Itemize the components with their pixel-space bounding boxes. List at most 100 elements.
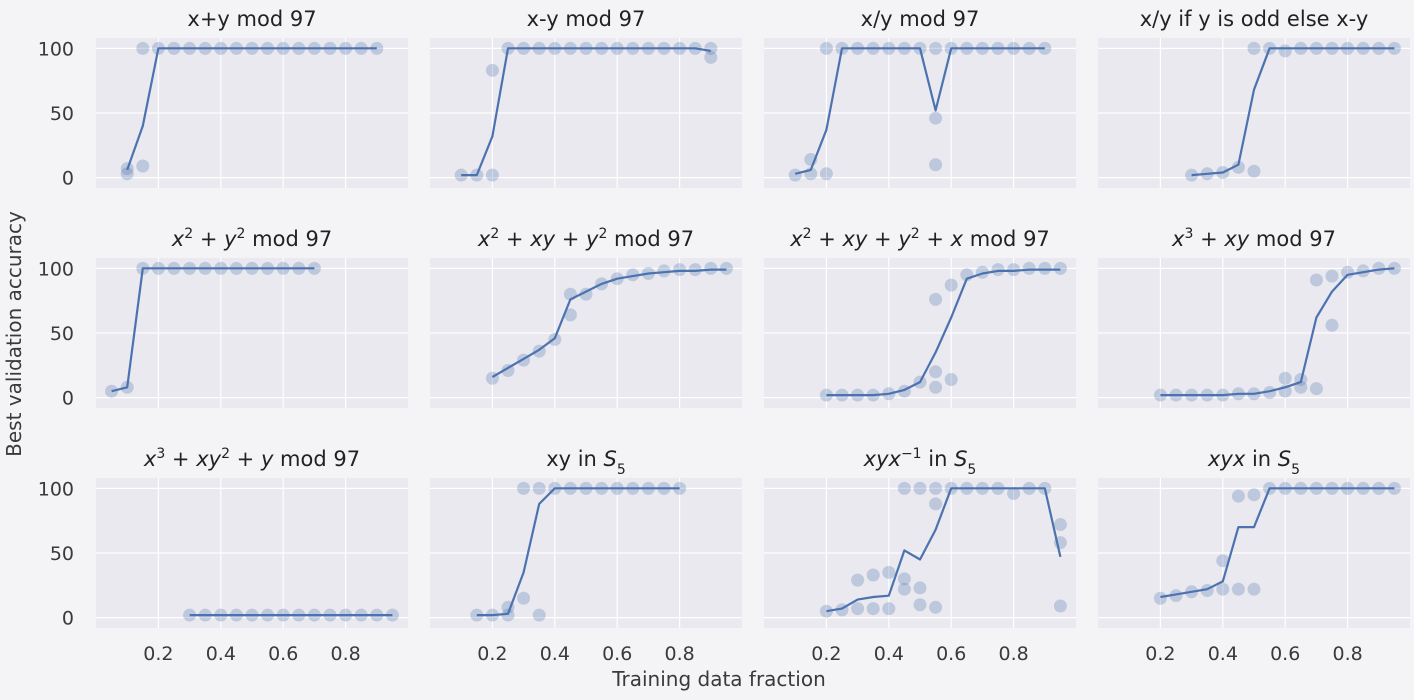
title-segment: 2 — [221, 446, 230, 462]
data-point — [851, 573, 865, 587]
data-point — [897, 582, 911, 596]
subplot-title: x2 + xy + y2 + x mod 97 — [789, 226, 1050, 251]
subplot-12: xyx in S5 0.2 0.4 0.6 0.8 — [1098, 447, 1410, 665]
data-point — [532, 608, 546, 622]
data-point — [929, 380, 943, 394]
x-tick-label: 0.8 — [1332, 643, 1362, 665]
data-point — [517, 591, 531, 605]
y-tick-label: 50 — [50, 103, 74, 125]
title-segment: xy in — [546, 447, 603, 471]
x-tick-label: 0.8 — [664, 643, 694, 665]
title-segment: x — [477, 227, 491, 251]
data-point — [1247, 582, 1261, 596]
y-tick-label: 100 — [38, 258, 74, 280]
title-segment: 3 — [156, 446, 165, 462]
title-segment: x+y mod 97 — [187, 7, 316, 31]
subplot-title: x3 + xy2 + y mod 97 — [143, 446, 360, 471]
title-segment: xy — [195, 447, 221, 471]
title-segment: mod 97 — [245, 227, 332, 251]
x-tick-label: 0.6 — [1270, 643, 1300, 665]
data-point — [1356, 264, 1370, 278]
mean-line — [1191, 47, 1395, 177]
mean-line — [1160, 487, 1395, 599]
data-point — [1309, 273, 1323, 287]
data-point — [866, 602, 880, 616]
subplot-title: xy in S5 — [546, 447, 626, 478]
subplot-2: x-y mod 97 — [430, 7, 742, 188]
x-tick-label: 0.4 — [1208, 643, 1238, 665]
x-tick-label: 0.4 — [206, 643, 236, 665]
data-point — [626, 268, 640, 282]
title-segment: + — [812, 227, 843, 251]
data-point — [1278, 44, 1292, 58]
data-point — [485, 63, 499, 77]
mean-line — [1160, 267, 1395, 397]
x-tick-label: 0.8 — [330, 643, 360, 665]
title-segment: + — [867, 227, 898, 251]
y-tick-label: 0 — [62, 388, 74, 410]
data-point — [1053, 261, 1067, 275]
title-segment: + — [165, 447, 196, 471]
title-segment: −1 — [901, 446, 922, 462]
x-tick-label: 0.2 — [811, 643, 841, 665]
x-tick-label: 0.4 — [874, 643, 904, 665]
title-segment: y — [897, 227, 911, 251]
subplot-7: x2 + xy + y2 + x mod 97 — [764, 226, 1076, 408]
subplot-title: x3 + xy mod 97 — [1171, 226, 1336, 251]
data-point — [929, 497, 943, 511]
data-point — [1247, 488, 1261, 502]
title-segment: x/y mod 97 — [861, 7, 980, 31]
title-segment: 2 — [803, 226, 812, 242]
data-point — [704, 41, 718, 55]
mean-line — [476, 487, 680, 617]
data-point — [929, 600, 943, 614]
subplot-title: x-y mod 97 — [527, 7, 646, 31]
data-point — [913, 581, 927, 595]
subplot-title: x/y if y is odd else x-y — [1140, 7, 1369, 31]
data-point — [657, 264, 671, 278]
data-point — [929, 481, 943, 495]
data-point — [1231, 160, 1245, 174]
subplot-9: x3 + xy2 + y mod 97 0 50 100 0.2 0.4 0.6 0.8 — [38, 446, 408, 665]
title-segment: x/y if y is odd else x-y — [1140, 7, 1369, 31]
data-point — [929, 158, 943, 172]
title-segment: x — [950, 227, 964, 251]
data-point — [501, 608, 515, 622]
data-point — [819, 41, 833, 55]
title-segment: xy — [842, 227, 868, 251]
subplot-title: x2 + xy + y2 mod 97 — [477, 226, 694, 251]
data-point — [1231, 489, 1245, 503]
title-segment: S — [1278, 447, 1291, 471]
title-segment: 2 — [490, 226, 499, 242]
data-point — [851, 602, 865, 616]
subplot-8: x3 + xy mod 97 — [1098, 226, 1410, 408]
data-point — [1341, 265, 1355, 279]
data-point — [1325, 269, 1339, 283]
title-segment: + — [1193, 227, 1224, 251]
data-point — [532, 481, 546, 495]
y-tick-label: 0 — [62, 168, 74, 190]
x-tick-label: 0.2 — [1145, 643, 1175, 665]
subplot-3: x/y mod 97 — [764, 7, 1076, 188]
data-point — [1053, 518, 1067, 532]
title-segment: xyx — [1207, 447, 1246, 471]
title-segment: S — [954, 447, 967, 471]
title-segment: xy — [529, 227, 555, 251]
title-segment: 2 — [911, 226, 920, 242]
title-segment: y — [585, 227, 599, 251]
x-tick-label: 0.4 — [540, 643, 570, 665]
title-segment: 2 — [184, 226, 193, 242]
x-axis-label: Training data fraction — [611, 667, 826, 691]
data-point — [120, 167, 134, 181]
data-point — [913, 481, 927, 495]
data-point — [1007, 263, 1021, 277]
mean-line — [491, 268, 727, 378]
title-segment: + — [193, 227, 224, 251]
data-point — [517, 481, 531, 495]
subplot-title: xyx−1 in S5 — [863, 446, 977, 478]
title-segment: mod 97 — [607, 227, 694, 251]
title-segment: x — [143, 447, 157, 471]
x-tick-label: 0.6 — [936, 643, 966, 665]
